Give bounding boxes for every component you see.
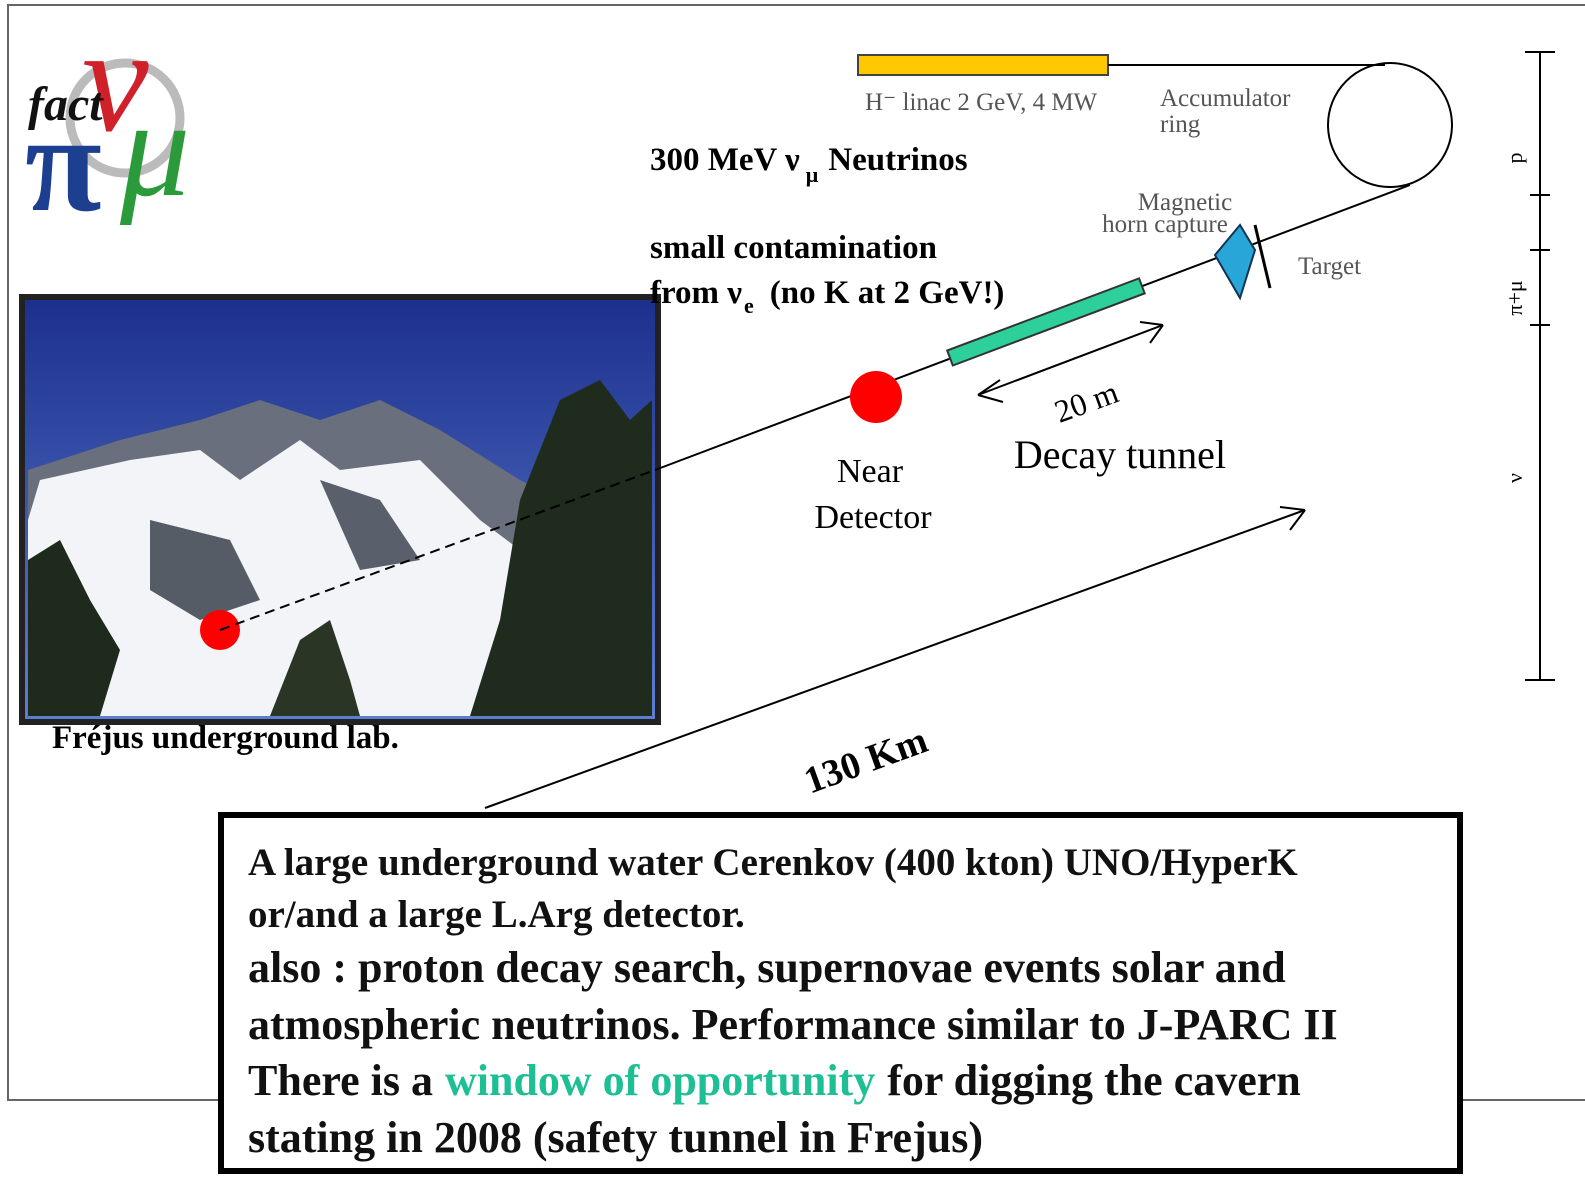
note-subscript: e [744,293,754,318]
note-subscript: μ [806,162,819,187]
logo-word: fact [28,78,104,131]
summary-line: also : proton decay search, supernovae e… [248,942,1286,993]
distance-label: 20 m [1050,374,1123,430]
accumulator-label: Accumulator [1160,85,1291,112]
summary-text: There is a [248,1056,433,1105]
logo-mu: μ [119,71,190,226]
logo: ν π μ fact [25,0,190,241]
note-text: 300 MeV ν [650,142,800,178]
slide: ν π μ fact Fréjus underground lab. H⁻ li… [0,0,1585,1185]
scale-label: ν [1502,473,1527,483]
note-text: Neutrinos [828,142,967,178]
summary-line: stating in 2008 (safety tunnel in Frejus… [248,1112,983,1163]
summary-line: A large underground water Cerenkov (400 … [248,840,1298,885]
note-text: (no K at 2 GeV!) [770,275,1005,311]
linac [858,55,1108,75]
summary-text: for digging the cavern [887,1056,1301,1105]
near-detector-label: Detector [814,499,932,536]
near-detector [850,371,902,423]
scale [1525,52,1555,680]
baseline-label: 130 Km [799,719,933,802]
summary-line: or/and a large L.Arg detector. [248,892,745,937]
linac-label: H⁻ linac 2 GeV, 4 MW [865,89,1098,116]
accumulator-label: ring [1160,111,1201,138]
accumulator-ring [1328,63,1452,187]
summary-box: A large underground water Cerenkov (400 … [218,812,1463,1174]
scale-label: π+μ [1502,280,1527,315]
page: Fréjus neutrino beam slide {"logo": {"wo… [0,0,1585,1185]
contamination-note: small contamination [650,230,937,266]
scale-label: p [1502,153,1527,164]
contamination-note: from νe (no K at 2 GeV!) [650,275,1004,318]
note-text: from ν [650,275,742,311]
highlight-text: window of opportunity [445,1056,875,1105]
near-detector-label: Near [837,453,904,490]
photo [22,297,658,722]
lab-label: Fréjus underground lab. [52,720,399,756]
horn-label: horn capture [1102,211,1228,238]
target-label: Target [1298,253,1361,280]
decay-tunnel-label: Decay tunnel [1014,432,1226,477]
target [1255,225,1270,288]
summary-line: atmospheric neutrinos. Performance simil… [248,999,1338,1050]
